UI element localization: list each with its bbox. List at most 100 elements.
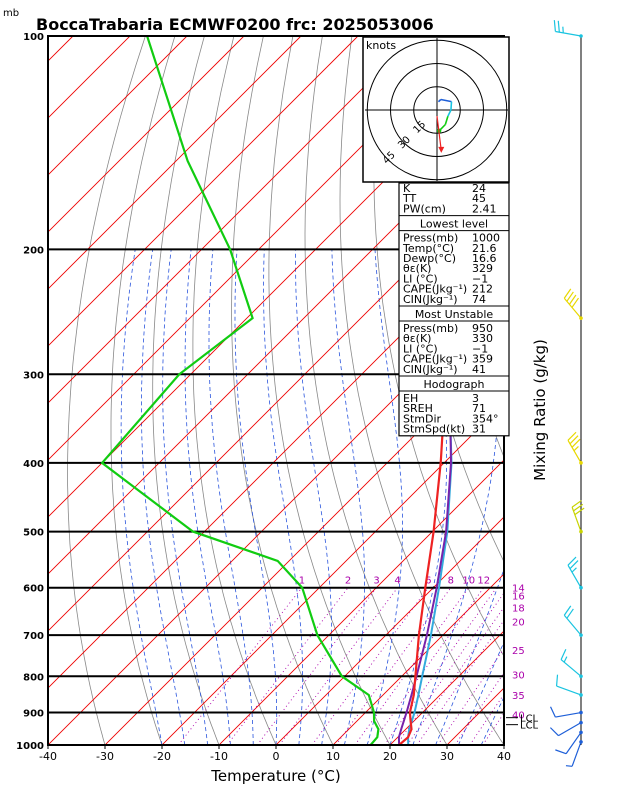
- index-section-title: Most Unstable: [415, 308, 494, 321]
- index-s1-r0-label: Press(mb): [403, 322, 458, 335]
- pressure-unit-label: mb: [3, 8, 19, 19]
- mixing-ratio-label: 8: [448, 576, 454, 587]
- mixing-ratio-label: 1: [299, 576, 305, 587]
- index-s0-r1-label: Temp(°C): [402, 242, 454, 255]
- temperature-tick-label: -20: [153, 750, 171, 763]
- index-s2-r0-value: 3: [472, 392, 479, 405]
- wind-barb: [563, 288, 583, 320]
- mixing-ratio-label: 18: [512, 604, 525, 615]
- index-s1-r2-label: LI (°C): [403, 342, 438, 355]
- dry-adiabat: [588, 36, 618, 760]
- wind-barb: [567, 556, 583, 590]
- isotherm: [48, 36, 188, 176]
- hodograph-trace: [444, 116, 449, 125]
- index-s0-r2-label: Dewp(°C): [403, 252, 456, 265]
- wind-barbs-column: [549, 20, 585, 767]
- moist-adiabat: [120, 249, 163, 745]
- index-s2-r3-label: StmSpd(kt): [403, 423, 465, 436]
- mixing-ratio-axis-label: Mixing Ratio (g/kg): [531, 339, 549, 481]
- temperature-tick-label: 40: [497, 750, 511, 763]
- hodograph-trace: [440, 98, 452, 103]
- temperature-axis: -40 -30 -20 -10 0 10 20 30 40: [39, 745, 511, 763]
- mixing-ratio-label: 10: [462, 576, 475, 587]
- index-box-frame: [398, 182, 510, 437]
- index-top-2-label: PW(cm): [403, 202, 446, 215]
- isotherm: [332, 573, 504, 745]
- index-s0-r1-value: 21.6: [472, 242, 497, 255]
- pressure-tick-label: 500: [23, 528, 44, 539]
- moist-adiabat: [162, 249, 208, 745]
- index-s2-r1-value: 71: [472, 402, 486, 415]
- temperature-tick-label: -30: [96, 750, 114, 763]
- index-s0-r4-label: LI (°C): [403, 272, 438, 285]
- index-s0-r0-value: 1000: [472, 232, 500, 245]
- dry-adiabat: [559, 36, 618, 760]
- pressure-tick-label: 200: [23, 245, 44, 256]
- index-s0-r0-label: Press(mb): [403, 232, 458, 245]
- mixing-ratio-line: [396, 592, 504, 745]
- index-s0-r3-value: 329: [472, 262, 493, 275]
- hodograph-trace: [450, 101, 453, 111]
- hodograph-trace: [447, 109, 452, 117]
- index-s2-r1-label: SREH: [403, 402, 433, 415]
- isotherm: [48, 36, 245, 233]
- isotherm: [48, 174, 504, 632]
- x-axis-label: Temperature (°C): [210, 767, 340, 785]
- index-top-2-value: 2.41: [472, 202, 497, 215]
- isotherm: [48, 36, 416, 404]
- index-s0-r4-value: −1: [472, 272, 488, 285]
- wind-barb: [553, 20, 583, 38]
- dewpoint-profile: [100, 36, 380, 745]
- mixing-ratio-label: 3: [373, 576, 379, 587]
- index-s1-r4-value: 41: [472, 363, 486, 376]
- wind-barb: [563, 605, 583, 637]
- wind-barb: [549, 720, 583, 737]
- index-section-title: Lowest level: [420, 218, 488, 231]
- wind-barb: [555, 730, 583, 755]
- isotherm: [389, 630, 504, 745]
- pressure-tick-label: 900: [23, 709, 44, 720]
- mixing-ratio-label: 40: [512, 710, 525, 721]
- pressure-tick-label: 800: [23, 672, 44, 683]
- lcl-label: LCL: [520, 721, 539, 732]
- dry-adiabat: [304, 36, 448, 745]
- index-s1-r1-value: 330: [472, 332, 493, 345]
- index-s1-r2-value: −1: [472, 342, 488, 355]
- dry-adiabat: [110, 36, 176, 745]
- moist-adiabat: [208, 249, 254, 745]
- isotherm: [48, 288, 504, 745]
- pressure-tick-label: 100: [23, 32, 44, 43]
- pressure-tick-label: 600: [23, 584, 44, 595]
- index-s0-r5-value: 212: [472, 283, 493, 296]
- temperature-tick-label: -10: [210, 750, 228, 763]
- index-s2-r3-value: 31: [472, 423, 486, 436]
- mixing-ratio-label: 2: [345, 576, 351, 587]
- wind-barb: [555, 674, 583, 697]
- storm-motion-marker: [438, 146, 445, 153]
- isotherm: [48, 36, 359, 347]
- temperature-tick-label: 10: [326, 750, 340, 763]
- isotherm: [275, 516, 504, 745]
- mixing-ratio-line: [256, 587, 377, 745]
- index-s0-r6-value: 74: [472, 293, 486, 306]
- index-s0-r6-label: CIN(Jkg⁻¹): [403, 293, 458, 306]
- isotherm: [48, 231, 504, 689]
- wind-barb: [549, 706, 583, 718]
- mixing-ratio-label: 12: [477, 576, 490, 587]
- wind-barb: [571, 500, 585, 534]
- chart-title: BoccaTrabaria ECMWF0200 frc: 2025053006: [36, 15, 434, 34]
- dry-adiabat: [373, 36, 504, 658]
- hodograph-unit-label: knots: [366, 39, 396, 52]
- isotherm: [218, 459, 504, 745]
- index-s1-r4-label: CIN(Jkg⁻¹): [403, 363, 458, 376]
- mixing-ratio-label: 6: [425, 576, 431, 587]
- index-s2-r2-label: StmDir: [403, 412, 442, 425]
- lcl-label: LCL: [520, 714, 539, 725]
- temperature-tick-label: -40: [39, 750, 57, 763]
- index-s1-r1-label: θε(K): [403, 332, 431, 345]
- isotherm: [48, 36, 302, 290]
- moist-adiabat: [184, 249, 231, 745]
